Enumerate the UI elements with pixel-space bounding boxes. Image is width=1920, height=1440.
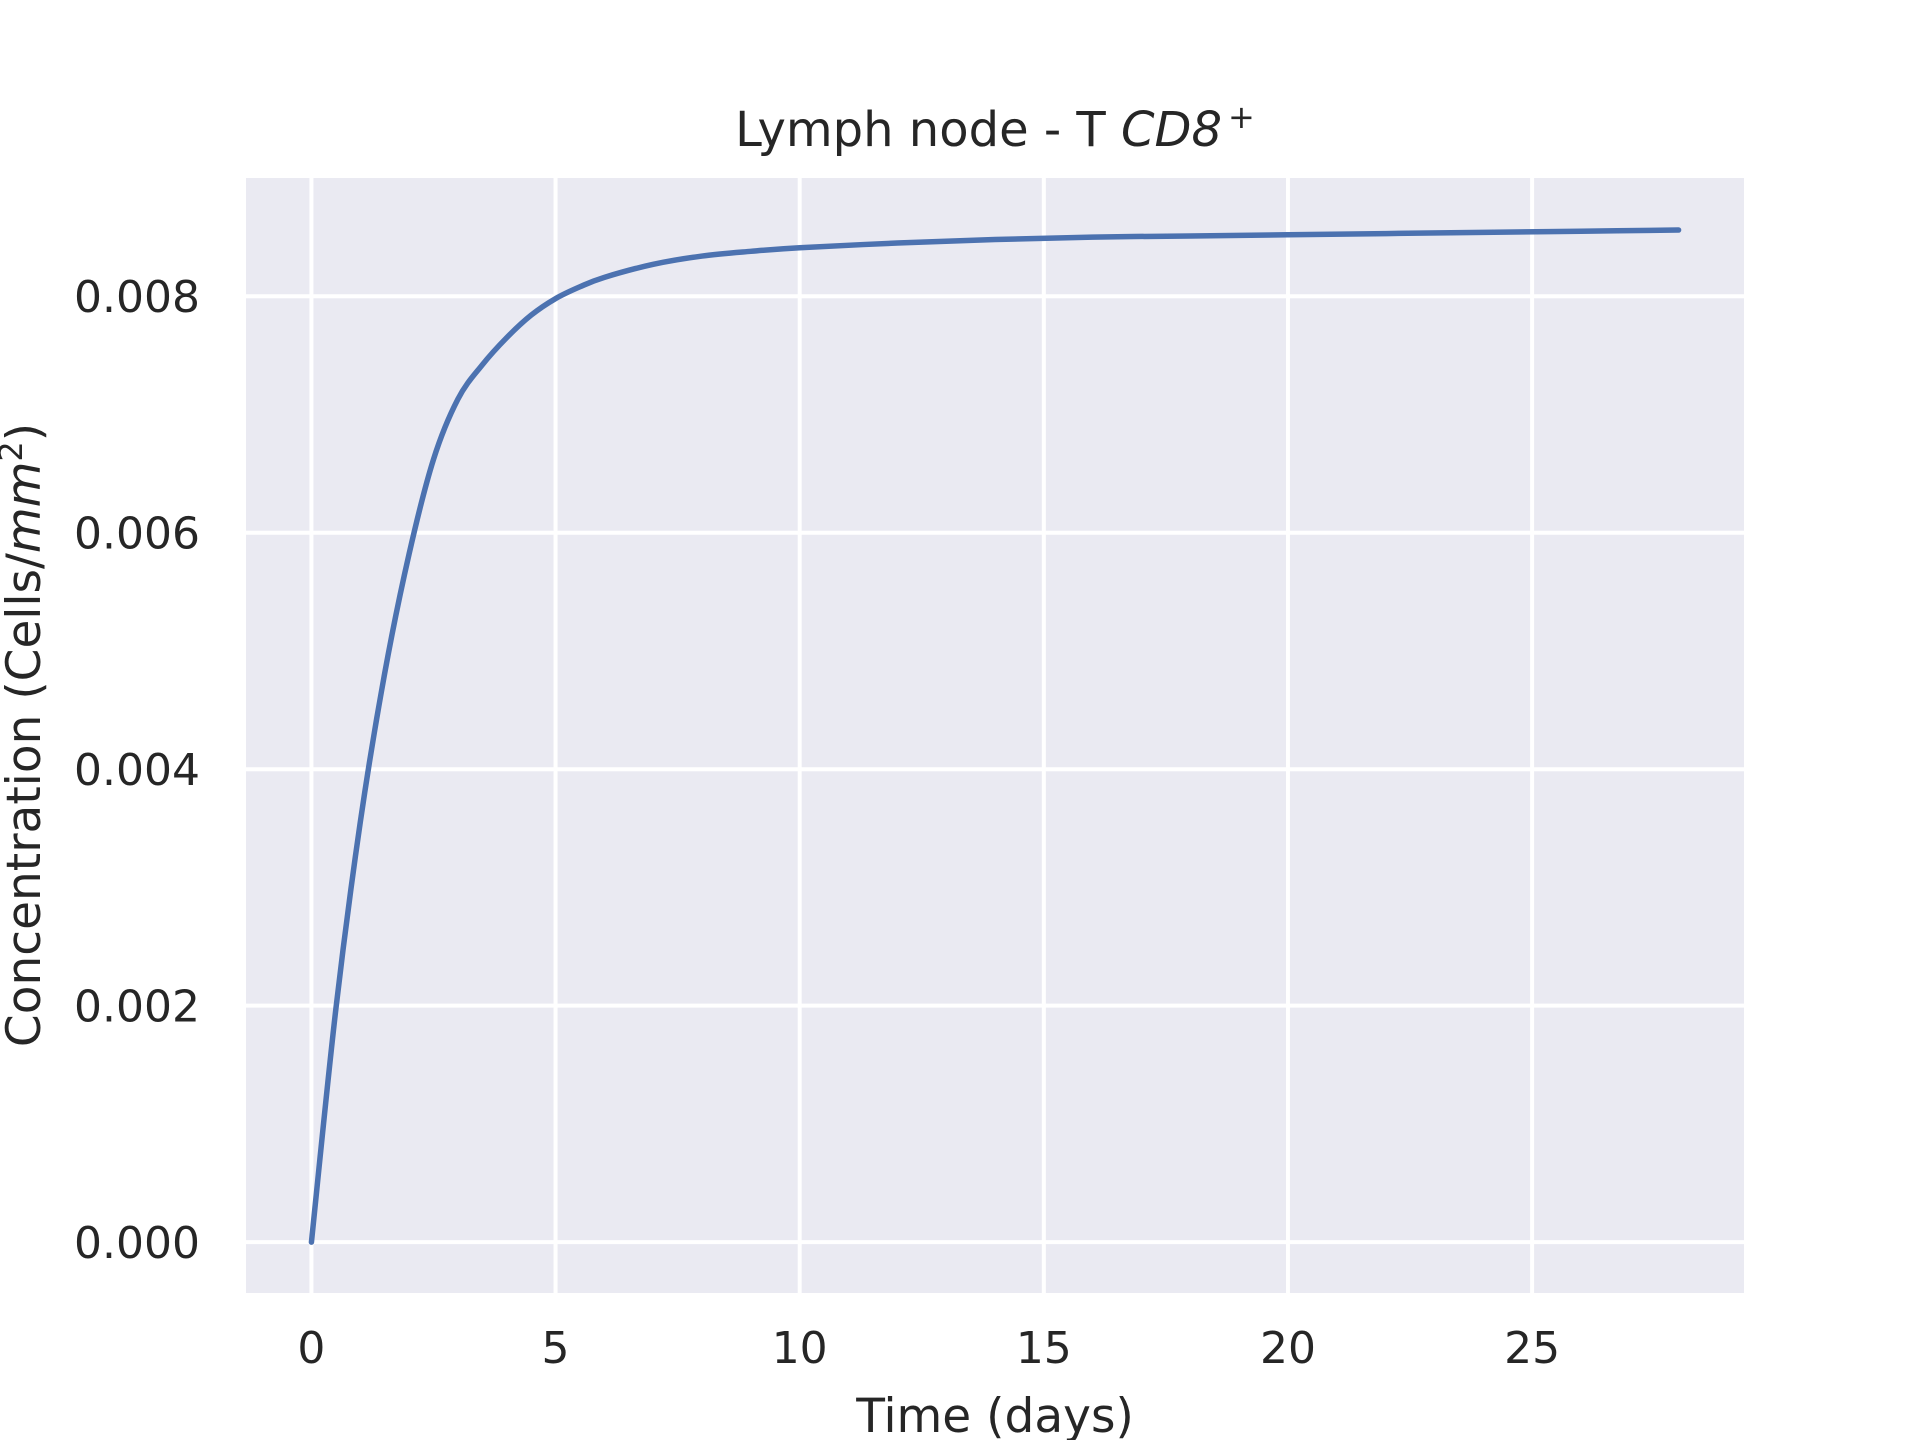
x-tick-label: 15 <box>1016 1323 1072 1374</box>
y-axis-label: Concentration (Cells/mm2) <box>0 423 52 1047</box>
x-tick-label: 25 <box>1504 1323 1560 1374</box>
x-axis-label: Time (days) <box>855 1389 1134 1440</box>
x-tick-label: 5 <box>542 1323 570 1374</box>
x-tick-label: 10 <box>772 1323 828 1374</box>
y-tick-label: 0.008 <box>74 272 200 323</box>
y-tick-label: 0.004 <box>74 745 200 796</box>
y-grid <box>246 294 1744 1245</box>
y-tick-labels: 0.000 0.002 0.004 0.006 0.008 <box>74 272 200 1269</box>
y-tick-label: 0.002 <box>74 982 200 1033</box>
y-tick-label: 0.000 <box>74 1218 200 1269</box>
x-grid <box>309 178 1535 1293</box>
series-line <box>308 227 1682 1245</box>
x-tick-label: 0 <box>297 1323 325 1374</box>
y-tick-label: 0.006 <box>74 509 200 560</box>
x-tick-labels: 0 5 10 15 20 25 <box>297 1323 1560 1374</box>
x-tick-label: 20 <box>1260 1323 1316 1374</box>
plot-background <box>246 178 1744 1293</box>
chart-title: Lymph node - T CD8 + <box>735 98 1255 158</box>
